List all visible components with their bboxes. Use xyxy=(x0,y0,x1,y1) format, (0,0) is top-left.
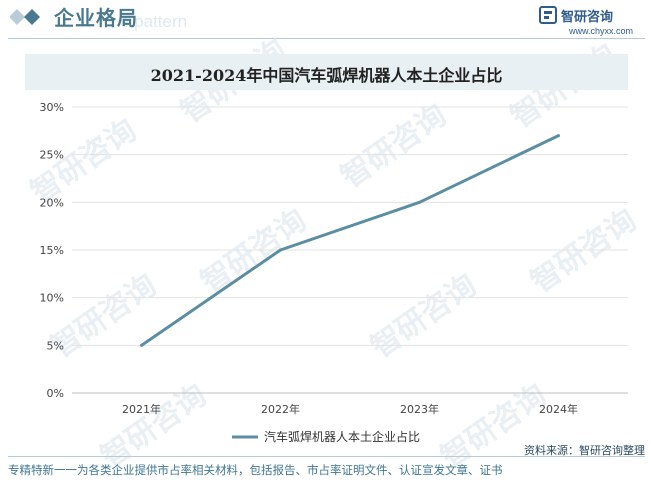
y-tick-label: 5% xyxy=(47,339,64,352)
x-tick-label: 2021年 xyxy=(122,402,161,416)
header-divider xyxy=(8,38,645,39)
diamond-icon xyxy=(10,9,40,25)
y-tick-label: 15% xyxy=(40,244,64,257)
data-point xyxy=(279,248,282,252)
brand: 智研咨询 www.chyxx.com xyxy=(539,5,639,39)
section-title: 企业格局 xyxy=(54,6,138,30)
y-tick-label: 30% xyxy=(40,101,64,114)
chart-title: 2021-2024年中国汽车弧焊机器人本土企业占比 xyxy=(150,66,503,85)
data-point xyxy=(140,343,143,347)
y-tick-label: 25% xyxy=(40,149,64,162)
x-tick-label: 2024年 xyxy=(539,402,578,416)
section-header: e pattern 企业格局 智研咨询 www.chyxx.com xyxy=(0,0,653,42)
brand-logo-icon xyxy=(539,6,557,24)
brand-url: www.chyxx.com xyxy=(569,26,634,36)
chart-title-band: 2021-2024年中国汽车弧焊机器人本土企业占比 xyxy=(25,54,628,90)
series-line xyxy=(140,134,560,347)
legend-label: 汽车弧焊机器人本土企业占比 xyxy=(264,429,420,444)
data-point xyxy=(418,200,421,204)
y-tick-label: 10% xyxy=(40,292,64,305)
header-ghost-text: e pattern xyxy=(120,12,188,31)
footer-divider xyxy=(8,456,645,457)
x-tick-label: 2023年 xyxy=(400,402,439,416)
x-tick-label: 2022年 xyxy=(261,402,300,416)
data-point xyxy=(557,134,560,138)
y-tick-label: 20% xyxy=(40,196,64,209)
source-label: 资料来源：智研咨询整理 xyxy=(524,444,645,457)
brand-name: 智研咨询 xyxy=(561,10,614,25)
y-tick-label: 0% xyxy=(47,387,64,400)
footer-text: 专精特新一一为各类企业提供市占率相关材料，包括报告、市占率证明文件、认证宣发文章… xyxy=(8,463,503,477)
